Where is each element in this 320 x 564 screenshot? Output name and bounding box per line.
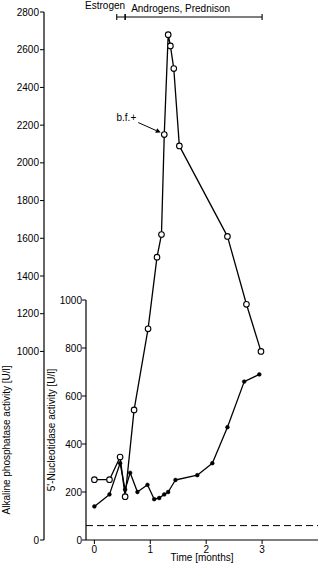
axes: 0100012001400160018002000220024002600280…	[1, 7, 318, 564]
series-point	[166, 490, 170, 494]
y2-tick-label: 400	[65, 439, 82, 450]
series-point	[108, 493, 112, 497]
y-tick	[40, 125, 44, 126]
y2-tick	[82, 492, 86, 493]
y-tick	[40, 276, 44, 277]
y2-tick-label: 800	[65, 343, 82, 354]
y-tick-label: 1400	[17, 271, 40, 282]
series-point	[145, 326, 151, 332]
series-point	[171, 66, 177, 72]
plot-area	[86, 32, 318, 526]
series-point	[128, 471, 132, 475]
period-bar	[125, 14, 262, 20]
y-tick	[40, 238, 44, 239]
series-point	[210, 461, 214, 465]
y-tick-label: 0	[33, 535, 39, 546]
y2-tick	[82, 348, 86, 349]
y-tick-label: 2200	[17, 120, 40, 131]
series-point	[161, 132, 167, 138]
y-tick-label: 1600	[17, 233, 40, 244]
y2-tick-label: 1000	[60, 295, 83, 306]
y-tick-label: 2400	[17, 82, 40, 93]
series-point	[162, 493, 166, 497]
y-tick	[40, 313, 44, 314]
series-point	[226, 425, 230, 429]
series-point	[157, 496, 161, 500]
series-point	[107, 477, 113, 483]
y2-tick	[82, 540, 86, 541]
y2-tick-label: 600	[65, 391, 82, 402]
y-tick-label: 1200	[17, 308, 40, 319]
series-point	[117, 454, 123, 460]
series-point	[152, 497, 156, 501]
y-tick-label: 2600	[17, 44, 40, 55]
chart: 0100012001400160018002000220024002600280…	[0, 0, 320, 564]
y-tick	[40, 49, 44, 50]
series-point	[159, 232, 165, 238]
y-tick	[40, 200, 44, 201]
annotation-text: b.f.+	[117, 112, 137, 123]
y-tick-label: 2800	[17, 7, 40, 18]
periods: Estrogen Androgens, Prednison	[85, 0, 262, 20]
series-point	[92, 505, 96, 509]
annotations: b.f.+	[117, 112, 161, 133]
x-tick-label: 3	[259, 544, 265, 555]
series-point	[195, 473, 199, 477]
y-tick-label: 2000	[17, 157, 40, 168]
series-point	[131, 407, 137, 413]
y-tick-label: 1800	[17, 195, 40, 206]
y2-axis-line	[85, 300, 86, 540]
y2-tick	[82, 300, 86, 301]
y2-tick	[82, 444, 86, 445]
series-line	[94, 35, 261, 497]
y2-tick	[82, 396, 86, 397]
y-tick	[40, 87, 44, 88]
annotation-arrowhead	[155, 128, 161, 133]
y-tick	[40, 12, 44, 13]
series-point	[258, 349, 264, 355]
reference-line	[86, 525, 318, 526]
series-point	[244, 301, 250, 307]
series-point	[154, 254, 160, 260]
series-point	[174, 478, 178, 482]
series-point	[177, 143, 183, 149]
series-point	[257, 373, 261, 377]
series-point	[122, 494, 128, 500]
x-tick-label: 1	[148, 544, 154, 555]
y2-tick-label: 0	[76, 535, 82, 546]
series-point	[146, 483, 150, 487]
series-point	[118, 461, 122, 465]
series-point	[92, 477, 98, 483]
y-axis-title: Alkaline phosphatase activity [U/l]	[1, 365, 12, 514]
period-label: Estrogen	[85, 0, 125, 11]
period-bar	[117, 14, 125, 20]
series-point	[123, 488, 127, 492]
series-line	[94, 374, 259, 506]
x-axis-line	[86, 539, 318, 540]
series-point	[165, 32, 171, 38]
annotation-arrow	[138, 123, 156, 131]
series-point	[136, 490, 140, 494]
y-tick	[40, 540, 44, 541]
series-point	[242, 380, 246, 384]
series-point	[168, 43, 174, 49]
y2-tick-label: 200	[65, 487, 82, 498]
x-axis-title: Time [months]	[171, 552, 234, 563]
y2-axis-title: 5'-Nucleotidase activity [U/l]	[46, 369, 57, 492]
period-label: Androgens, Prednison	[131, 3, 230, 14]
y-tick-label: 1000	[17, 346, 40, 357]
x-tick-label: 0	[92, 544, 98, 555]
series-point	[225, 234, 231, 240]
y-tick	[40, 351, 44, 352]
y-tick	[40, 162, 44, 163]
